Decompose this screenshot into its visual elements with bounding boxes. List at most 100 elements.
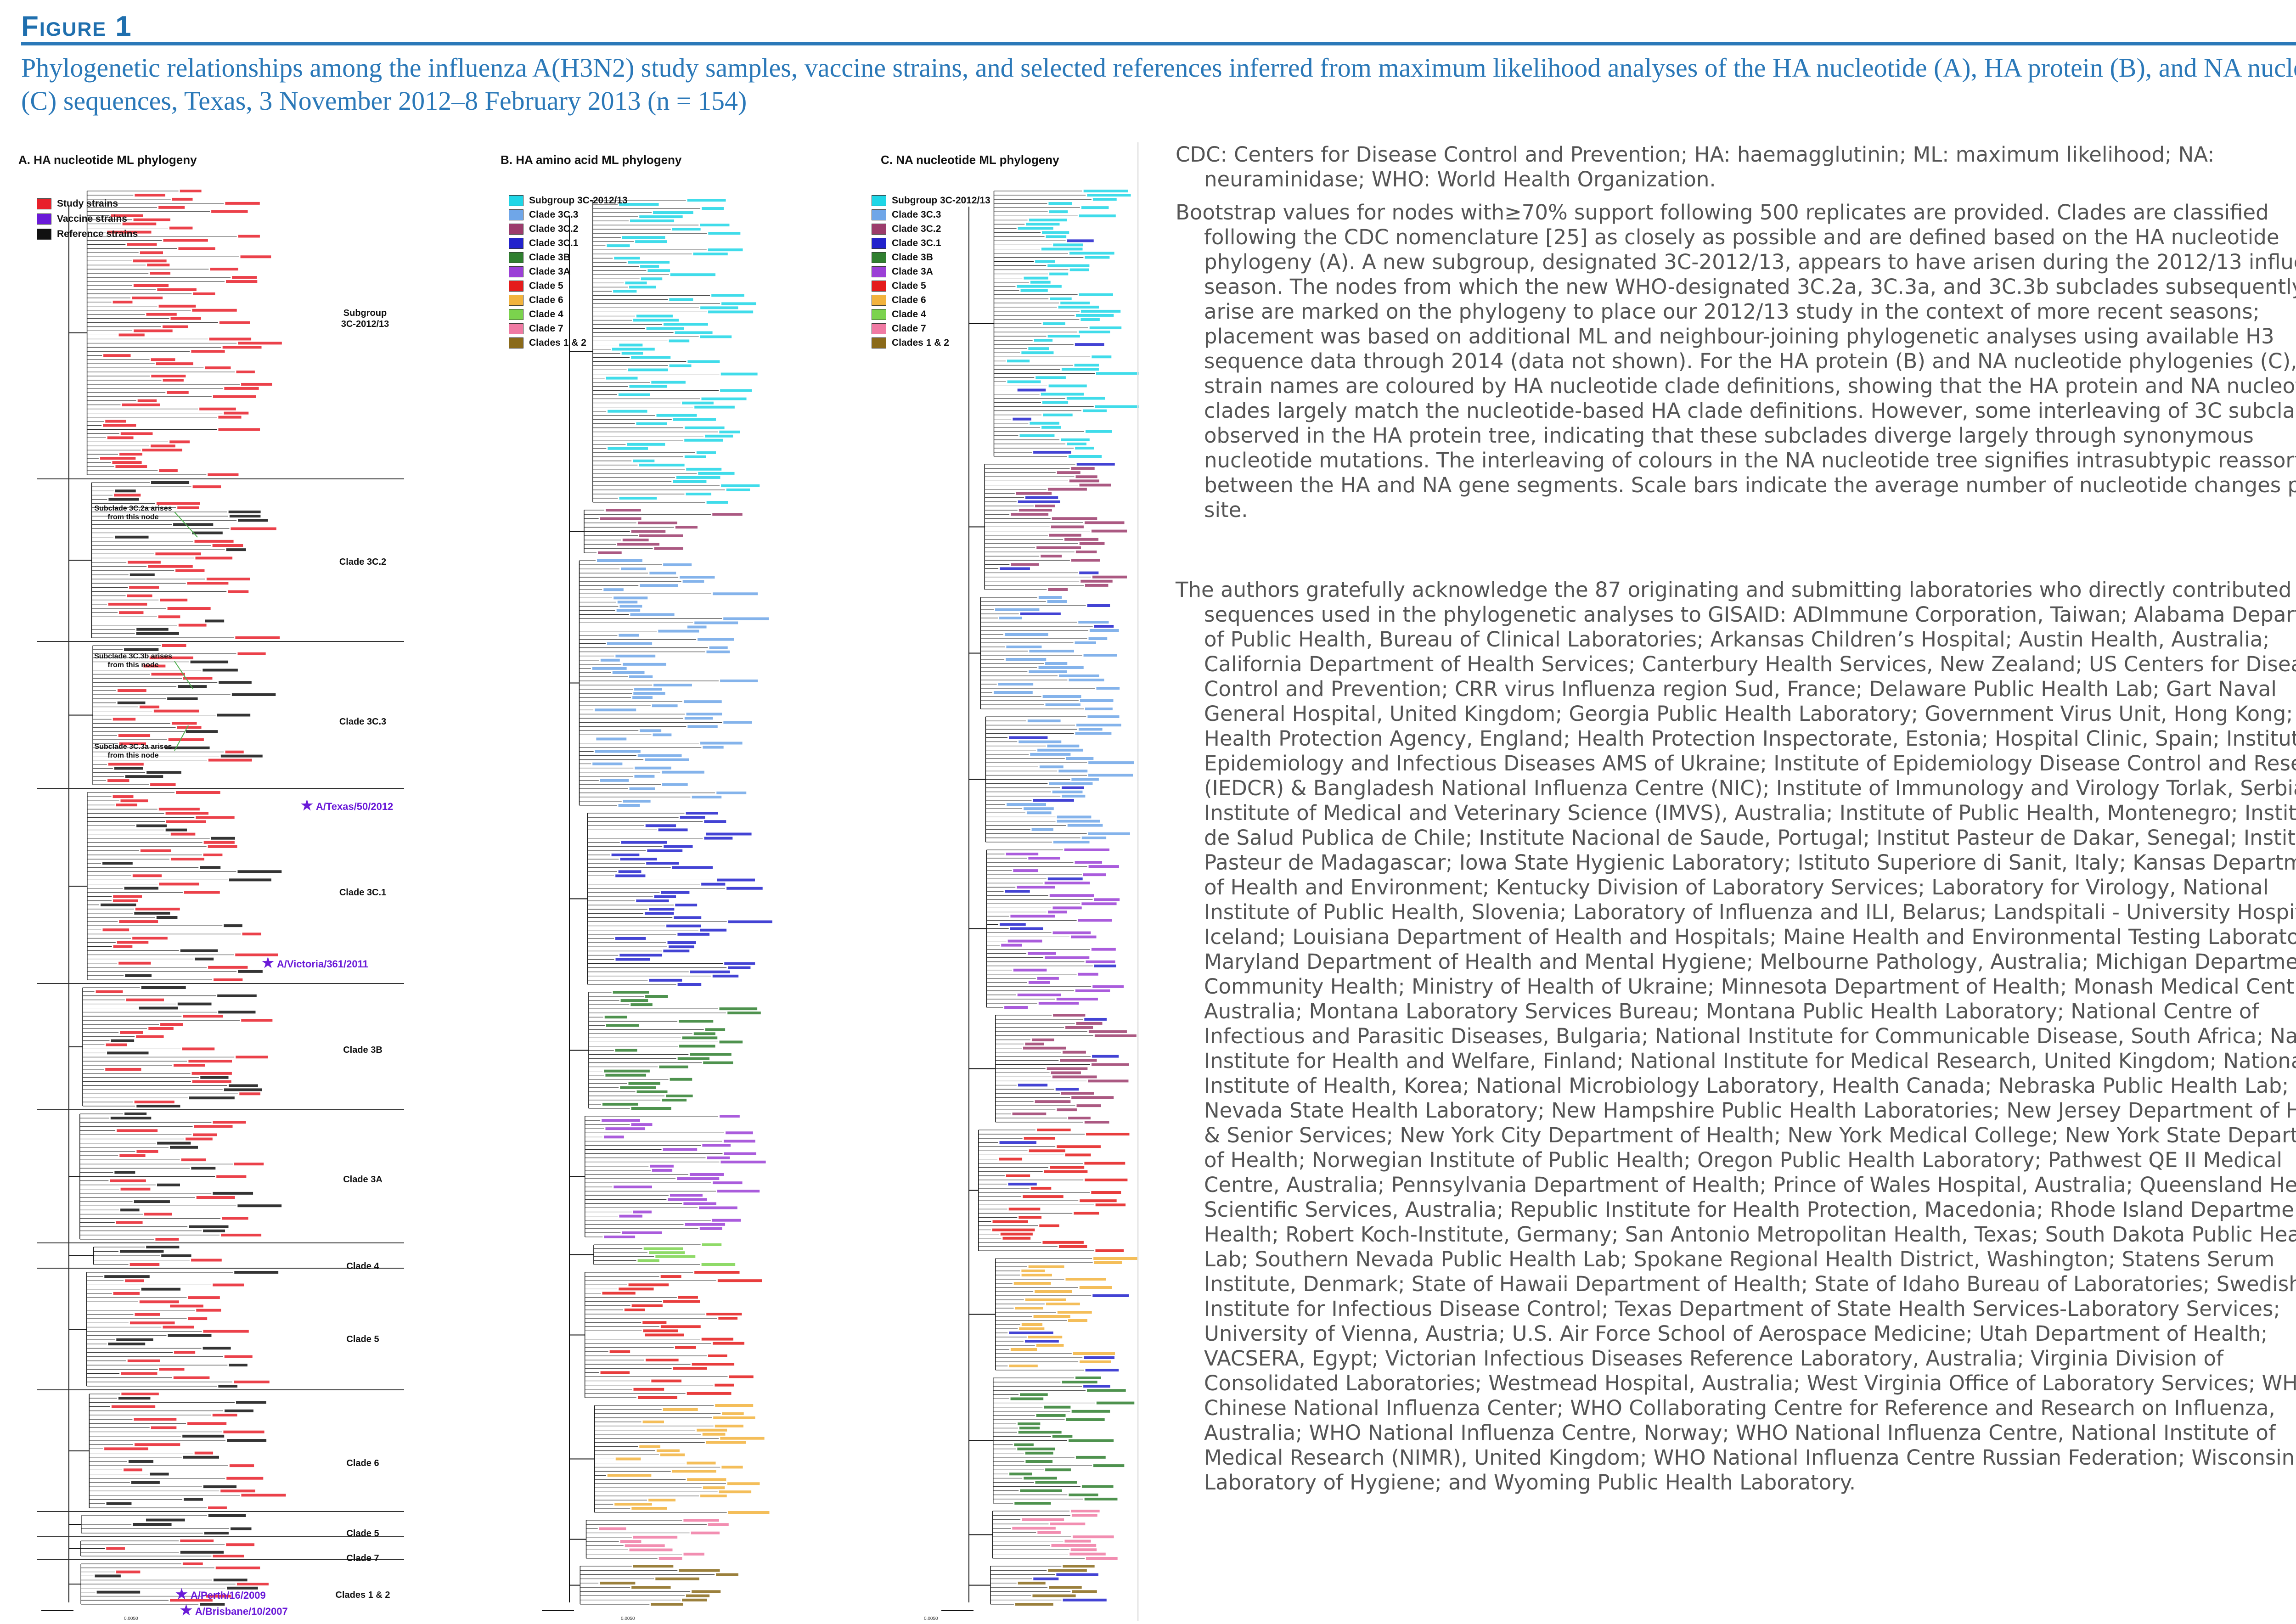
panel-b-tip-name — [724, 1152, 756, 1155]
panel-b-tip-name — [677, 1057, 710, 1060]
panel-c-tip-name — [1006, 646, 1042, 648]
panel-c-tip-name — [1018, 1581, 1046, 1585]
panel-a-tip-name — [234, 1380, 270, 1383]
panel-b-tip-name — [719, 1007, 758, 1011]
panel-a-tip-name — [178, 624, 207, 627]
swatch — [509, 337, 523, 349]
panel-b-tip-name — [651, 381, 686, 384]
legend-study-strains: Study strains — [37, 198, 118, 210]
panel-a-tip-name — [242, 933, 261, 936]
clade-label-3a: Clade 3A — [343, 1174, 383, 1185]
panel-c-tip-name — [1057, 820, 1100, 823]
panel-b-tip-name — [711, 294, 744, 297]
panel-b-tip-name — [613, 290, 637, 293]
panel-c-tip-name — [1066, 1418, 1105, 1421]
panel-b-tip-name — [663, 950, 690, 953]
bootstrap-note: Bootstrap values for nodes with≥70% supp… — [1176, 200, 2296, 522]
panel-c-tip-name — [1085, 256, 1110, 259]
vaccine-name: A/Texas/50/2012 — [315, 801, 394, 812]
panel-b-tip-name — [662, 1098, 687, 1101]
panel-a-tip-name — [218, 428, 260, 431]
panel-a-tip-name — [118, 333, 145, 337]
panel-a-tip-name — [146, 771, 181, 774]
panel-c-tip-name — [1017, 388, 1046, 392]
swatch — [872, 266, 886, 278]
panel-b-tip-name — [672, 228, 701, 231]
legend-label: Vaccine strains — [57, 214, 127, 224]
panel-b-tip-name — [661, 891, 690, 894]
panel-c-tip-name — [1019, 509, 1052, 512]
panel-b-tip-name — [633, 319, 679, 322]
panel-b-tip-name — [646, 327, 684, 330]
panel-a-tip-name — [153, 709, 199, 713]
panel-a-tip-name — [133, 284, 169, 287]
panel-b-tip-name — [635, 766, 671, 770]
panel-c-tip-name — [1021, 1323, 1043, 1326]
panel-b-tip-name — [646, 1359, 679, 1362]
panel-b-tip-name — [703, 746, 724, 749]
panel-c-tip-name — [1010, 915, 1055, 918]
panel-b-tip-name — [605, 1127, 646, 1130]
panel-a-tip-name — [111, 1039, 135, 1042]
panel-a-tip-name — [178, 685, 207, 688]
panel-c-tip-name — [1000, 1232, 1033, 1236]
panel-a-tip-name — [111, 1405, 156, 1408]
panel-a-tip-name — [219, 681, 252, 684]
panel-a-tip-name — [241, 1494, 286, 1497]
panel-b-tip-name — [620, 858, 657, 861]
panel-a-tip-name — [170, 317, 201, 320]
panel-b-tip-name — [682, 1598, 707, 1602]
panel-c-tip-name — [1013, 968, 1047, 972]
panel-a-tip-name — [228, 590, 249, 593]
panel-a-tip-name — [133, 1523, 172, 1526]
panel-a-tip-name — [219, 321, 250, 324]
panel-b-tip-name — [620, 1086, 656, 1089]
panel-a-tip-name — [226, 1477, 264, 1480]
panel-c-tip-name — [1036, 1414, 1066, 1417]
panel-c-tip-name — [1088, 865, 1119, 868]
panel-b-tip-name — [704, 820, 726, 823]
clade-label-4: Clade 4 — [346, 1261, 379, 1271]
panel-c-tip-name — [1079, 542, 1105, 545]
panel-c-tip-name — [1047, 1067, 1088, 1070]
panel-a-tip-name — [136, 824, 167, 827]
panel-b-tip-name — [642, 1321, 667, 1324]
panel-c-tip-name — [1009, 1472, 1032, 1476]
panel-b-tip-name — [705, 434, 733, 438]
panel-c-tip-name — [1084, 1121, 1109, 1124]
panel-b-tip-name — [631, 1507, 667, 1510]
panel-a-tip-name — [193, 1133, 217, 1136]
panel-a-tip-name — [217, 714, 251, 717]
panel-b-tip-name — [680, 576, 715, 579]
panel-b-tip-name — [715, 1404, 754, 1407]
panel-c-tip-name — [1075, 861, 1103, 864]
panel-a-tip-name — [213, 1191, 253, 1195]
panel-c-tip-name — [1071, 778, 1099, 781]
panel-c-tip-name — [1080, 579, 1113, 583]
legend-3c1: Clade 3C.1 — [509, 238, 578, 249]
panel-c-tip-name — [1021, 1270, 1045, 1272]
panel-a-tip-name — [212, 544, 243, 547]
panel-c-tip-name — [1088, 1030, 1127, 1033]
panel-c-tip-name — [1056, 1573, 1098, 1576]
panel-b-tip-name — [717, 878, 755, 882]
panel-a-tip-name — [113, 718, 136, 721]
panel-b-tip-name — [677, 933, 710, 936]
panel-a-tip-name — [162, 644, 186, 647]
panel-c-tip-name — [1025, 496, 1058, 499]
clade-label-6: Clade 6 — [346, 1458, 379, 1468]
panel-c-tip-name — [1046, 235, 1067, 238]
panel-c-tip-name — [993, 691, 1033, 694]
panel-b-tip-name — [685, 1223, 726, 1226]
panel-a-tip-name — [139, 1006, 178, 1010]
panel-c-tip-name — [1021, 1274, 1052, 1276]
panel-c-tip-name — [1078, 919, 1112, 922]
panel-a-tip-name — [175, 569, 205, 572]
panel-c-tip-name — [1020, 613, 1061, 615]
panel-b-tip-name — [596, 737, 627, 741]
panel-c-tip-name — [1026, 811, 1052, 815]
swatch — [509, 266, 523, 278]
panel-b-tip-name — [720, 1115, 740, 1118]
panel-b-tip-name — [658, 828, 688, 832]
panel-b-tip-name — [705, 1028, 726, 1031]
